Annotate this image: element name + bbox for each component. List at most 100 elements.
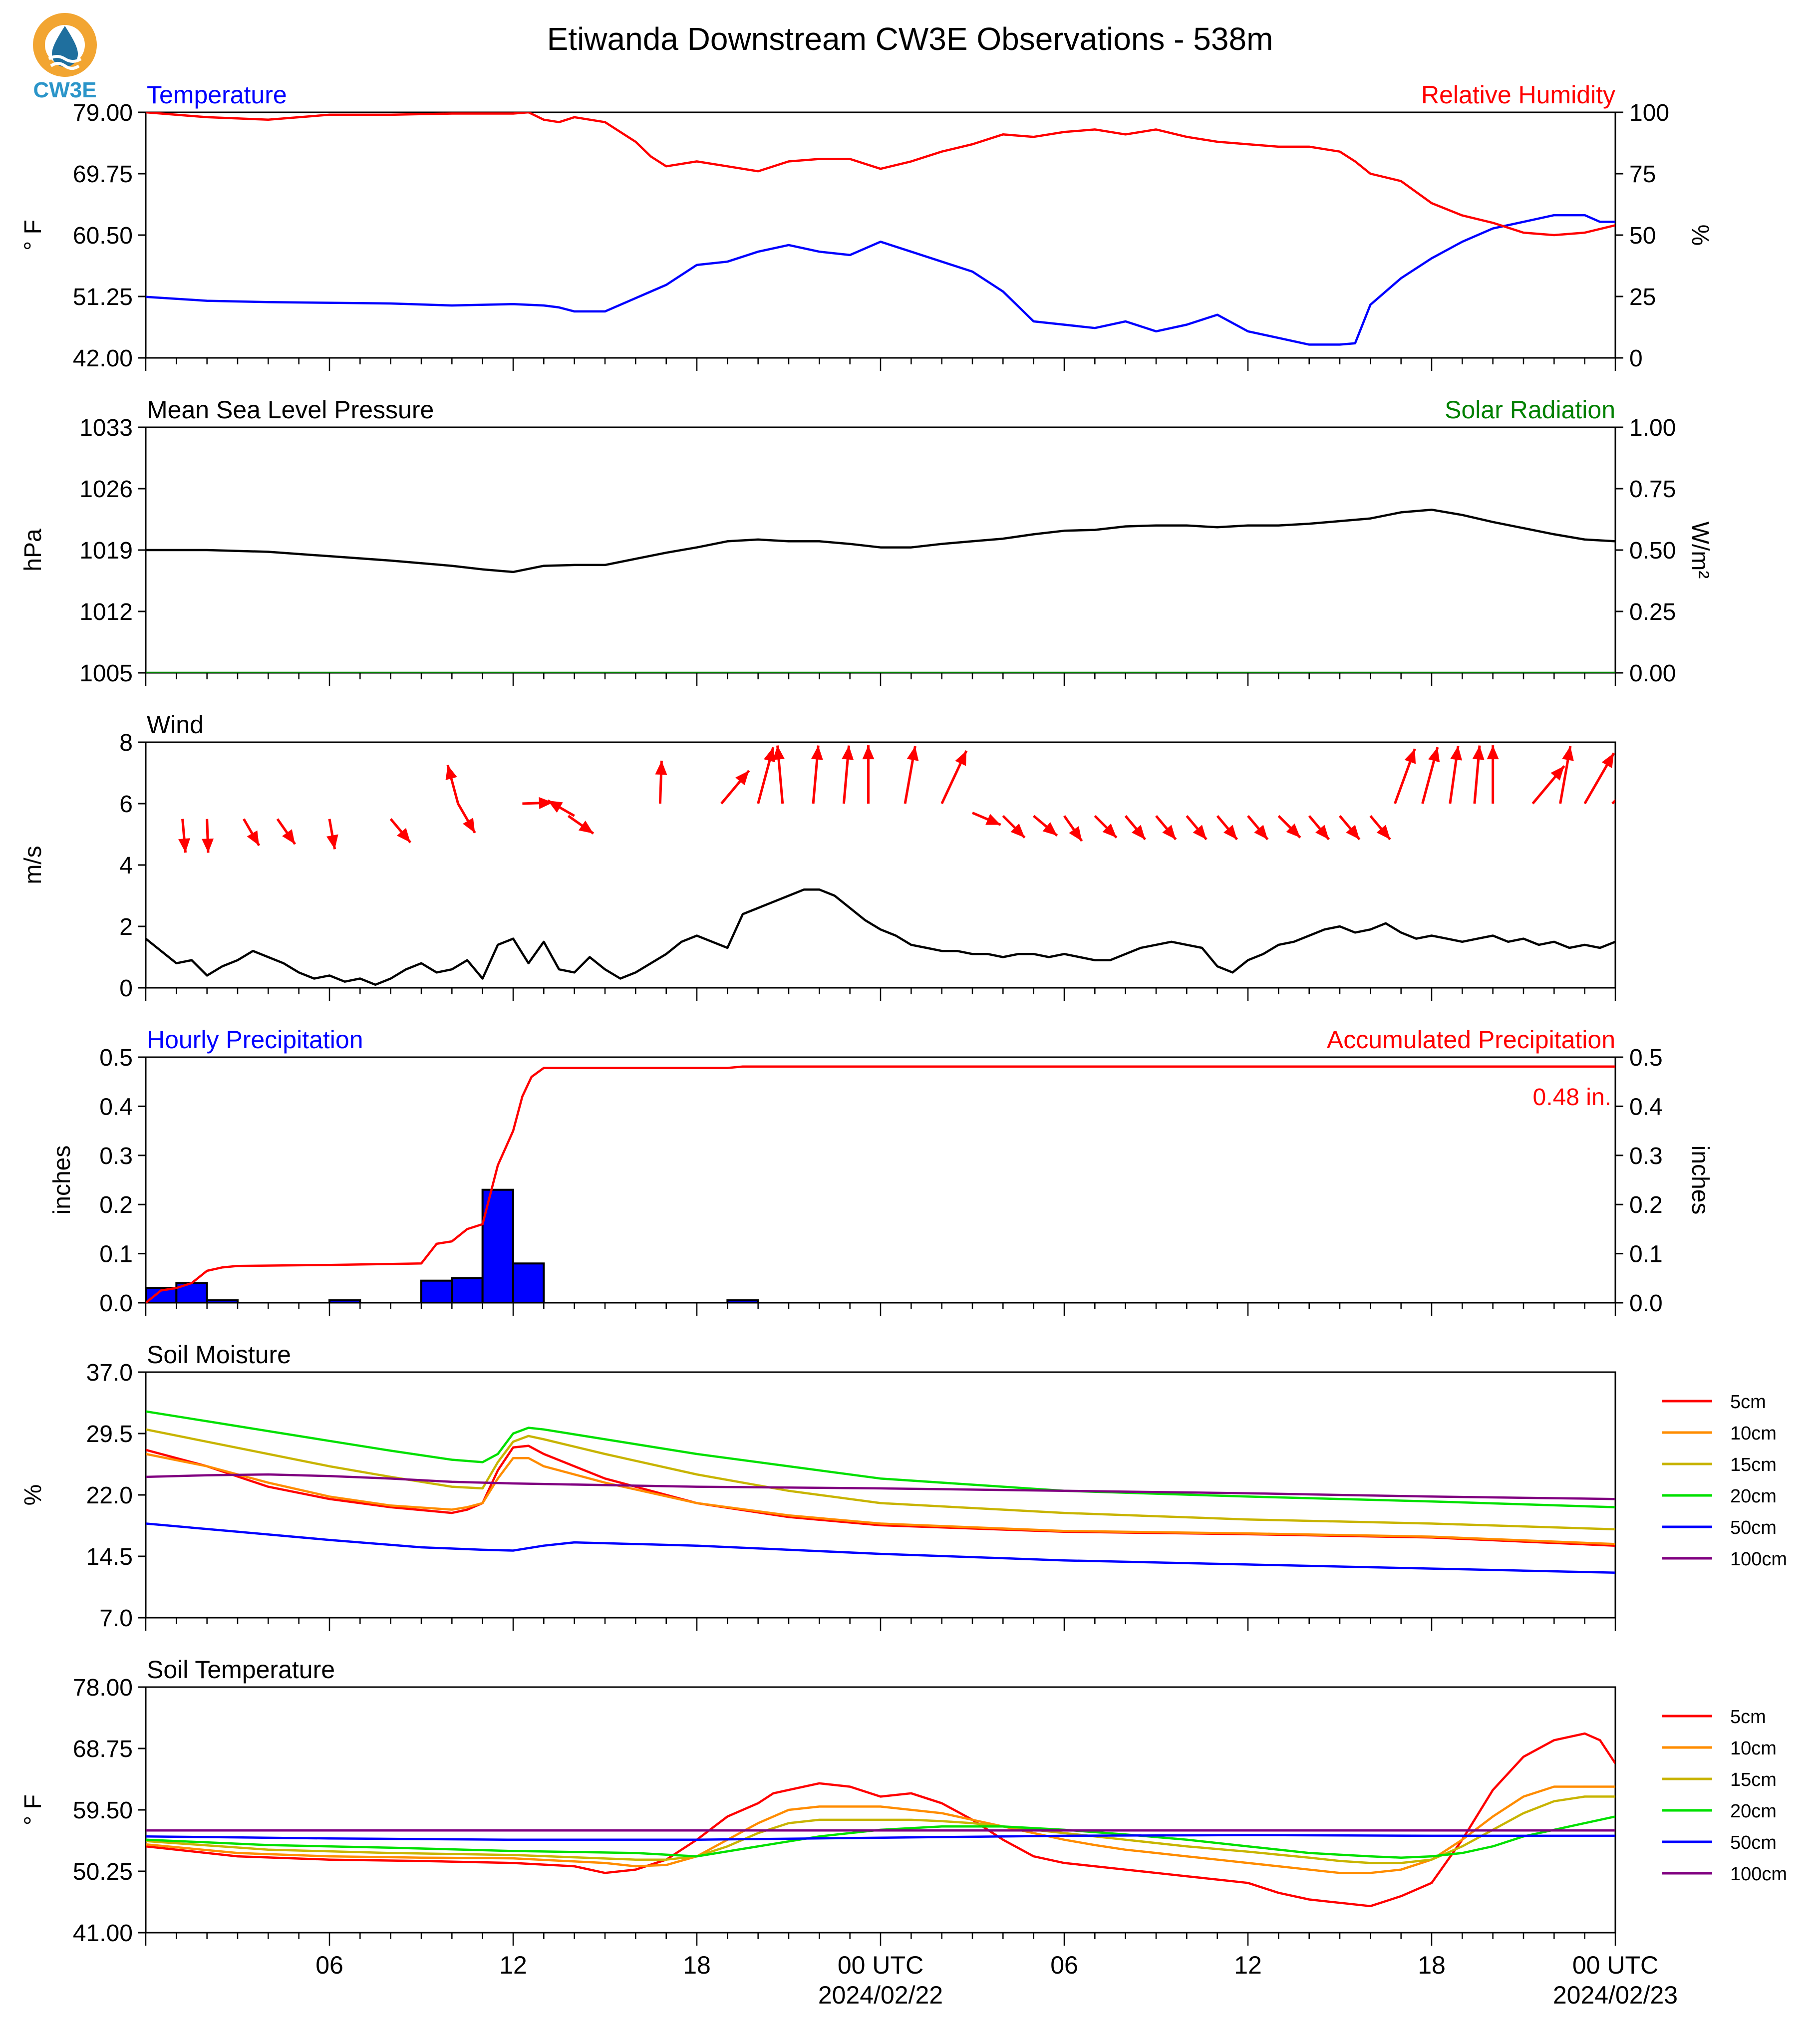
plot-frame	[145, 741, 1616, 989]
series-line-20cm	[146, 1410, 1615, 1508]
wind-arrow-head	[907, 746, 919, 761]
wind-arrow	[1487, 745, 1499, 804]
wind-arrow-head	[202, 838, 214, 853]
y-tick-label-right: 0.00	[1629, 660, 1676, 687]
wind-arrow	[773, 745, 785, 804]
accumulation-annotation: 0.48 in.	[1533, 1084, 1611, 1111]
wind-arrow-head	[955, 751, 967, 766]
y-tick-label-right: 75	[1629, 161, 1656, 188]
wind-arrow-head	[773, 745, 785, 760]
wind-arrow-head	[178, 838, 191, 853]
panel-title-left: Soil Temperature	[147, 1656, 335, 1684]
y-tick-label: 6	[119, 791, 133, 818]
y-tick-label-right: 0.4	[1629, 1094, 1663, 1120]
wind-arrow-head	[1223, 825, 1237, 840]
wind-arrow	[1002, 815, 1026, 839]
legend-label-100cm: 100cm	[1730, 1549, 1787, 1570]
wind-arrow-head	[1376, 825, 1390, 840]
wind-arrow	[811, 745, 823, 804]
wind-arrow-head	[1042, 822, 1057, 836]
wind-arrow	[720, 770, 750, 805]
panel-title-left: Temperature	[147, 81, 287, 109]
legend-label-15cm: 15cm	[1730, 1454, 1777, 1475]
wind-arrow-head	[247, 830, 260, 846]
logo-wave	[50, 62, 80, 70]
cw3e-logo: CW3E	[33, 13, 97, 102]
wind-arrow	[1559, 746, 1574, 804]
x-date-label: 2024/02/22	[818, 1981, 943, 2009]
panel-4: Hourly Precipitation Accumulated Precipit…	[49, 1026, 1713, 1317]
wind-arrow-head	[578, 820, 594, 834]
plot-frame	[145, 426, 1616, 674]
y-axis-label-right: W/m²	[1687, 522, 1713, 579]
wind-arrow-head	[1315, 825, 1329, 840]
series-line-pressure	[146, 508, 1615, 574]
y-tick-label: 79.00	[73, 100, 133, 126]
precip-bar	[328, 1299, 361, 1303]
y-tick-label-right: 0.0	[1629, 1290, 1663, 1317]
panels: Temperature Relative Humidity42.0051.2560…	[20, 81, 1787, 1947]
y-axis-label: %	[20, 1484, 46, 1506]
wind-arrow-head	[735, 771, 749, 786]
x-date-label: 2024/02/23	[1553, 1981, 1678, 2009]
wind-arrow-head	[282, 829, 296, 845]
y-tick-label-right: 0.50	[1629, 538, 1676, 564]
wind-arrow-head	[764, 747, 776, 763]
y-axis-label: ° F	[20, 1794, 46, 1825]
panel-title-right: Relative Humidity	[1421, 81, 1615, 109]
x-tick-label: 00 UTC	[1572, 1951, 1658, 1979]
wind-arrow	[940, 750, 968, 805]
y-tick-label: 8	[119, 730, 133, 756]
wind-arrow-head	[1132, 825, 1146, 840]
plot-area	[146, 508, 1615, 673]
precip-bar	[206, 1299, 239, 1303]
wind-arrow-head	[655, 760, 667, 775]
wind-arrow-head	[1550, 766, 1564, 781]
series-line-50cm	[146, 1522, 1615, 1574]
wind-arrow-head	[985, 814, 1001, 825]
wind-arrow-head	[1428, 747, 1440, 763]
figure-title: Etiwanda Downstream CW3E Observations - …	[547, 21, 1273, 57]
y-tick-label-right: 25	[1629, 284, 1656, 310]
y-tick-label: 0.3	[99, 1143, 133, 1169]
wind-arrow	[655, 760, 667, 804]
wind-arrow-head	[1102, 823, 1117, 838]
plot-frame	[145, 1056, 1616, 1304]
y-tick-label-right: 0.2	[1629, 1192, 1663, 1218]
wind-arrow	[842, 745, 854, 804]
wind-arrow-head	[397, 828, 411, 843]
legend-label-20cm: 20cm	[1730, 1801, 1777, 1822]
wind-arrow-head	[842, 745, 854, 760]
y-tick-label: 50.25	[73, 1859, 133, 1885]
y-axis-label: hPa	[20, 529, 46, 572]
wind-arrow-head	[1404, 749, 1416, 764]
y-tick-label-right: 0.3	[1629, 1143, 1663, 1169]
series-line-temp	[146, 214, 1615, 346]
legend-label-10cm: 10cm	[1730, 1738, 1777, 1759]
y-tick-label: 7.0	[99, 1605, 133, 1632]
wind-arrow-head	[445, 765, 457, 780]
y-tick-label: 42.00	[73, 345, 133, 372]
logo-wave	[48, 55, 82, 63]
precip-bar	[451, 1277, 484, 1303]
wind-arrow	[1155, 815, 1177, 841]
y-tick-label: 41.00	[73, 1920, 133, 1947]
wind-arrow	[547, 799, 575, 817]
x-tick-label: 12	[1234, 1951, 1262, 1979]
y-tick-label-right: 0.1	[1629, 1241, 1663, 1268]
panel-5: Soil Moisture 7.0 14.5 22.0 29.5 37.0% 5cm 10cm…	[20, 1341, 1787, 1632]
plot-area	[146, 112, 1615, 346]
wind-arrow	[1421, 747, 1440, 804]
y-tick-label: 0	[119, 975, 133, 1002]
wind-arrow	[904, 746, 919, 804]
series-line-100cm	[146, 1473, 1615, 1500]
y-tick-label-right: 50	[1629, 223, 1656, 249]
x-tick-label: 00 UTC	[838, 1951, 923, 1979]
x-tick-label: 06	[315, 1951, 343, 1979]
wind-arrow	[567, 815, 595, 835]
x-tick-label: 12	[499, 1951, 527, 1979]
x-tick-label: 18	[1418, 1951, 1446, 1979]
y-tick-label: 68.75	[73, 1736, 133, 1762]
y-tick-label: 37.0	[86, 1360, 133, 1386]
